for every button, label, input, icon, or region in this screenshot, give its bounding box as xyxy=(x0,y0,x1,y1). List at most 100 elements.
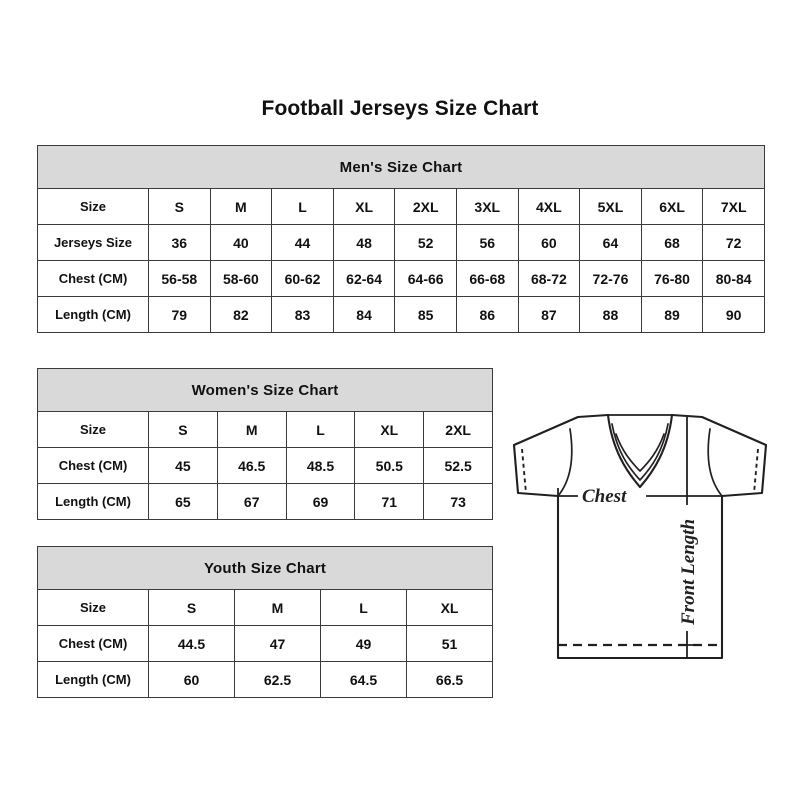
table-cell: 64 xyxy=(579,224,642,261)
header-cell-s: S xyxy=(148,589,235,626)
table-cell: 66.5 xyxy=(405,661,494,698)
table-cell: 60 xyxy=(517,224,581,261)
table-cell: 51 xyxy=(405,625,494,662)
header-cell-s: S xyxy=(148,188,211,225)
table-row: Length (CM) 79 82 83 84 85 86 87 88 89 9… xyxy=(37,296,765,333)
header-cell-size: Size xyxy=(37,411,149,448)
header-cell-s: S xyxy=(148,411,218,448)
womens-size-chart-table: Women's Size Chart Size S M L XL 2XL Che… xyxy=(36,368,494,520)
table-row: Chest (CM) 45 46.5 48.5 50.5 52.5 xyxy=(37,447,494,484)
table-cell: 50.5 xyxy=(354,447,425,484)
table-cell: 44.5 xyxy=(148,625,235,662)
table-cell: 52 xyxy=(394,224,457,261)
header-cell-4xl: 4XL xyxy=(517,188,581,225)
right-armhole-seam xyxy=(707,428,723,497)
table-header-row: Size S M L XL 2XL xyxy=(37,411,494,448)
youth-table-title: Youth Size Chart xyxy=(36,546,494,590)
header-cell-xl: XL xyxy=(354,411,425,448)
row-label-length: Length (CM) xyxy=(37,296,149,333)
table-row: Jerseys Size 36 40 44 48 52 56 60 64 68 … xyxy=(37,224,765,261)
chest-measure-label: Chest xyxy=(582,486,627,507)
front-length-measure-label: Front Length xyxy=(678,519,699,626)
jersey-body-outline xyxy=(512,413,768,660)
table-cell: 64.5 xyxy=(320,661,407,698)
table-cell: 67 xyxy=(216,483,287,520)
table-cell: 87 xyxy=(517,296,581,333)
table-cell: 46.5 xyxy=(216,447,287,484)
table-header-row: Size S M L XL xyxy=(37,589,494,626)
header-cell-6xl: 6XL xyxy=(640,188,704,225)
womens-table-title: Women's Size Chart xyxy=(36,368,494,412)
table-cell: 49 xyxy=(320,625,407,662)
table-cell: 56 xyxy=(455,224,519,261)
table-cell: 68 xyxy=(640,224,704,261)
right-sleeve-cuff-stitch xyxy=(753,448,759,494)
mens-size-chart-table: Men's Size Chart Size S M L XL 2XL 3XL 4… xyxy=(37,145,765,333)
table-header-row: Size S M L XL 2XL 3XL 4XL 5XL 6XL 7XL xyxy=(37,188,765,225)
row-label-length: Length (CM) xyxy=(37,661,149,698)
header-cell-2xl: 2XL xyxy=(394,188,457,225)
table-cell: 72-76 xyxy=(579,260,642,297)
table-title-row: Women's Size Chart xyxy=(36,368,494,412)
header-cell-3xl: 3XL xyxy=(455,188,519,225)
vneck-collar-middle xyxy=(611,423,669,481)
table-cell: 52.5 xyxy=(423,447,494,484)
row-label-chest: Chest (CM) xyxy=(37,625,149,662)
table-cell: 60 xyxy=(148,661,235,698)
table-cell: 45 xyxy=(148,447,218,484)
row-label-chest: Chest (CM) xyxy=(37,447,149,484)
table-cell: 47 xyxy=(234,625,321,662)
table-cell: 88 xyxy=(579,296,642,333)
table-cell: 64-66 xyxy=(394,260,457,297)
table-cell: 84 xyxy=(332,296,396,333)
table-cell: 90 xyxy=(702,296,765,333)
table-title-row: Youth Size Chart xyxy=(36,546,494,590)
header-cell-m: M xyxy=(209,188,273,225)
table-cell: 85 xyxy=(394,296,457,333)
mens-table-title: Men's Size Chart xyxy=(37,145,765,189)
header-cell-l: L xyxy=(285,411,356,448)
table-cell: 68-72 xyxy=(517,260,581,297)
left-armhole-seam xyxy=(557,428,573,497)
header-cell-xl: XL xyxy=(405,589,494,626)
table-cell: 73 xyxy=(423,483,494,520)
header-cell-size: Size xyxy=(37,188,149,225)
table-cell: 71 xyxy=(354,483,425,520)
table-cell: 72 xyxy=(702,224,765,261)
header-cell-m: M xyxy=(216,411,287,448)
table-cell: 69 xyxy=(285,483,356,520)
row-label-length: Length (CM) xyxy=(37,483,149,520)
table-cell: 36 xyxy=(148,224,211,261)
table-cell: 62-64 xyxy=(332,260,396,297)
table-cell: 48 xyxy=(332,224,396,261)
header-cell-l: L xyxy=(320,589,407,626)
left-sleeve-cuff-stitch xyxy=(521,448,527,494)
youth-size-chart-table: Youth Size Chart Size S M L XL Chest (CM… xyxy=(36,546,494,698)
vneck-collar-inner xyxy=(615,433,665,472)
header-cell-m: M xyxy=(234,589,321,626)
table-cell: 76-80 xyxy=(640,260,704,297)
table-cell: 65 xyxy=(148,483,218,520)
header-cell-size: Size xyxy=(37,589,149,626)
header-cell-7xl: 7XL xyxy=(702,188,765,225)
table-cell: 44 xyxy=(271,224,334,261)
vneck-collar-outer xyxy=(606,413,674,489)
table-cell: 79 xyxy=(148,296,211,333)
table-title-row: Men's Size Chart xyxy=(37,145,765,189)
table-cell: 86 xyxy=(455,296,519,333)
table-cell: 80-84 xyxy=(702,260,765,297)
header-cell-xl: XL xyxy=(332,188,396,225)
table-cell: 56-58 xyxy=(148,260,211,297)
table-cell: 82 xyxy=(209,296,273,333)
page-title: Football Jerseys Size Chart xyxy=(261,97,539,120)
table-cell: 83 xyxy=(271,296,334,333)
table-cell: 89 xyxy=(640,296,704,333)
header-cell-2xl: 2XL xyxy=(423,411,494,448)
header-cell-5xl: 5XL xyxy=(579,188,642,225)
header-cell-l: L xyxy=(271,188,334,225)
table-cell: 60-62 xyxy=(271,260,334,297)
table-cell: 66-68 xyxy=(455,260,519,297)
table-cell: 58-60 xyxy=(209,260,273,297)
table-row: Chest (CM) 56-58 58-60 60-62 62-64 64-66… xyxy=(37,260,765,297)
table-row: Chest (CM) 44.5 47 49 51 xyxy=(37,625,494,662)
